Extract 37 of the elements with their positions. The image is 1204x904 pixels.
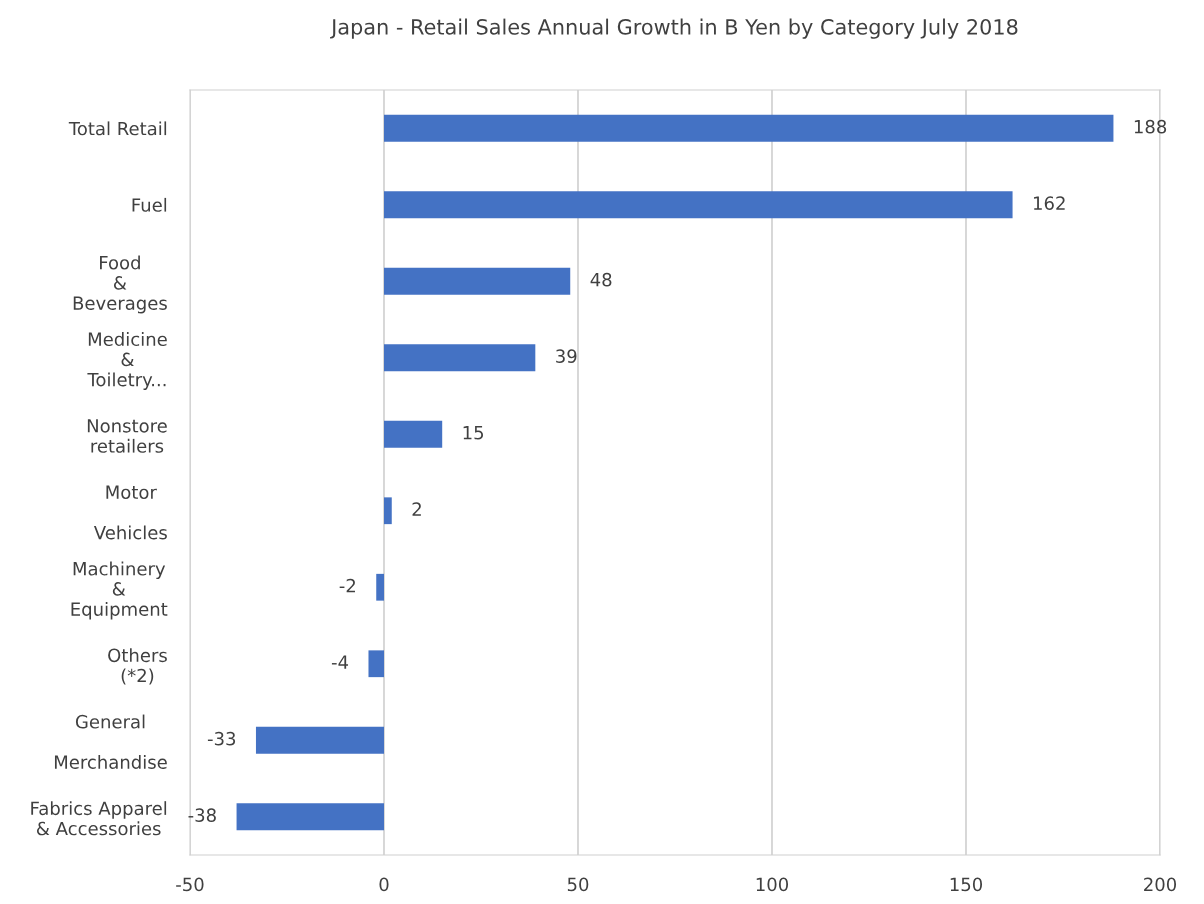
data-label: 39 bbox=[556, 349, 577, 363]
y-tick-label: Medicine & Toiletry... bbox=[87, 332, 167, 390]
x-tick-label: 200 bbox=[1144, 877, 1177, 892]
data-label: 162 bbox=[1033, 196, 1065, 210]
bar bbox=[384, 191, 1013, 219]
bar bbox=[236, 803, 384, 831]
x-tick-label: 150 bbox=[950, 877, 983, 892]
x-tick-label: 0 bbox=[379, 877, 389, 892]
y-tick-label: Others (*2) bbox=[108, 648, 167, 685]
category-label: General Merchandise bbox=[54, 714, 167, 769]
category-label: Motor Vehicles bbox=[93, 485, 167, 540]
data-label: -2 bbox=[339, 578, 355, 593]
chart-title: Japan - Retail Sales Annual Growth in B Yen by Category July 2018 bbox=[330, 18, 1018, 39]
data-label: -4 bbox=[331, 655, 349, 669]
data-label: -38 bbox=[188, 808, 216, 822]
bar bbox=[368, 650, 384, 678]
bar bbox=[384, 344, 536, 372]
y-tick-label: Nonstore retailers bbox=[87, 419, 167, 453]
y-tick-label: Fabrics Apparel & Accessories bbox=[31, 801, 167, 836]
data-label: 188 bbox=[1134, 119, 1167, 134]
bar bbox=[384, 267, 571, 295]
x-tick-label: 50 bbox=[567, 877, 589, 892]
data-label: -33 bbox=[207, 731, 236, 746]
data-label: 15 bbox=[463, 426, 484, 440]
x-tick-label: 100 bbox=[756, 877, 789, 892]
data-label: 2 bbox=[412, 502, 421, 516]
data-label: 48 bbox=[590, 272, 612, 287]
y-tick-label: Machinery & Equipment bbox=[71, 561, 168, 620]
bar bbox=[384, 420, 443, 448]
y-tick-label: Food & Beverages bbox=[73, 255, 167, 314]
bar bbox=[255, 726, 384, 754]
y-tick-label: Total Retail bbox=[68, 121, 167, 136]
x-tick-label: -50 bbox=[176, 877, 204, 892]
bar bbox=[376, 573, 384, 601]
bar bbox=[384, 114, 1114, 142]
bar bbox=[384, 497, 392, 525]
y-tick-label: Fuel bbox=[132, 197, 167, 212]
